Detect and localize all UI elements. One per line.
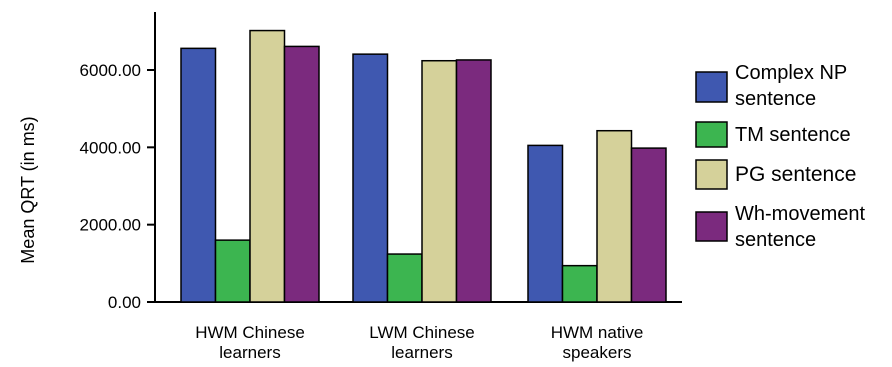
- legend-label: sentence: [735, 88, 816, 110]
- legend-label: sentence: [735, 229, 816, 251]
- bar: [386, 253, 423, 303]
- legend-label: PG sentence: [735, 163, 856, 186]
- bar: [180, 47, 217, 303]
- bar: [352, 53, 389, 303]
- bar: [455, 59, 492, 303]
- x-tick-label: speakers: [563, 343, 632, 362]
- y-axis-label: Mean QRT (in ms): [18, 116, 38, 263]
- legend: Complex NP sentence TM sentence PG sentence…: [695, 62, 865, 251]
- legend-label: Complex NP: [735, 62, 847, 84]
- bars: [180, 29, 667, 303]
- x-tick-label: LWM Chinese: [369, 323, 475, 342]
- bar: [214, 239, 251, 303]
- legend-swatch: [695, 71, 728, 103]
- bar: [249, 29, 286, 303]
- bar: [630, 147, 667, 303]
- bar: [561, 264, 598, 303]
- bar: [527, 144, 564, 303]
- legend-label: TM sentence: [735, 124, 851, 146]
- legend-label: Wh-movement: [735, 203, 865, 225]
- bar: [421, 59, 458, 303]
- bar: [283, 45, 320, 303]
- x-tick-label: learners: [391, 343, 452, 362]
- y-tick-label: 4000.00: [80, 138, 141, 157]
- y-tick-label: 2000.00: [80, 216, 141, 235]
- x-tick-label: learners: [219, 343, 280, 362]
- y-tick-label: 6000.00: [80, 61, 141, 80]
- y-axis: 0.00 2000.00 4000.00 6000.00: [80, 12, 156, 312]
- legend-swatch: [695, 159, 728, 190]
- legend-swatch: [695, 121, 728, 148]
- x-tick-label: HWM native: [551, 323, 644, 342]
- y-tick-label: 0.00: [108, 293, 141, 312]
- bar: [596, 129, 633, 303]
- legend-swatch: [695, 211, 728, 242]
- x-tick-label: HWM Chinese: [195, 323, 305, 342]
